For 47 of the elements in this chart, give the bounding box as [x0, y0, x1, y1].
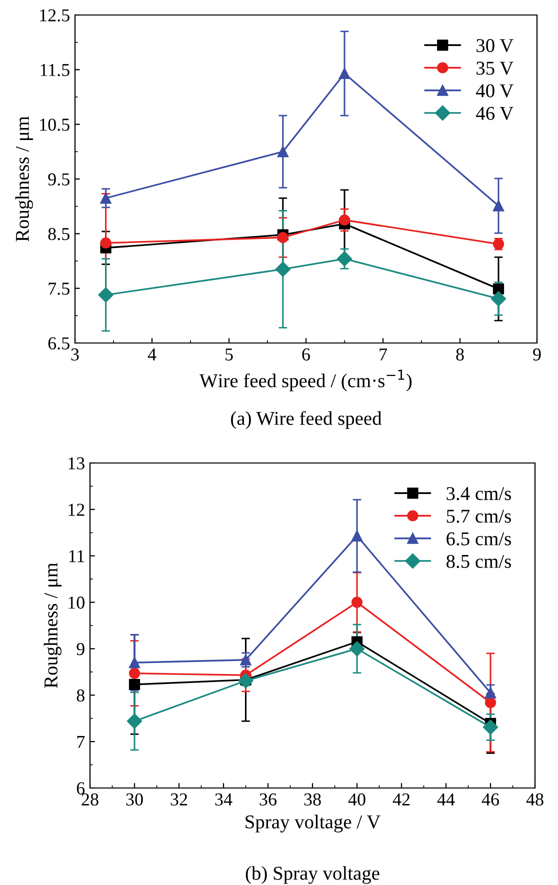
legend-label: 3.4 cm/s	[446, 487, 511, 500]
x-axis-title: Wire feed speed / (cm·s$^{−1}$)	[199, 370, 412, 392]
y-tick-label: 10.5	[40, 118, 70, 131]
x-tick-label: 3	[71, 348, 79, 361]
legend-label: 35 V	[476, 62, 514, 75]
x-tick-label: 5	[226, 348, 233, 361]
x-tick-label: 8	[456, 348, 464, 361]
y-tick-label: 7.5	[48, 282, 70, 295]
legend-label: 6.5 cm/s	[446, 532, 511, 546]
x-tick-label: 44	[437, 794, 455, 806]
legend-label: 46 V	[476, 106, 514, 120]
x-tick-label: 38	[304, 793, 321, 806]
y-tick-label: 12	[68, 504, 84, 516]
x-tick-label: 34	[215, 793, 232, 806]
y-tick-label: 11.5	[40, 64, 70, 76]
y-tick-label: 7	[77, 736, 85, 748]
legend-label: 40 V	[476, 84, 514, 98]
y-tick-label: 8.5	[48, 228, 70, 240]
x-tick-label: 30	[126, 793, 143, 806]
y-tick-label: 11	[69, 550, 84, 562]
x-tick-label: 48	[526, 793, 544, 806]
x-tick-label: 46	[482, 793, 499, 806]
x-tick-label: 7	[380, 348, 387, 360]
y-tick-label: 12.5	[40, 9, 70, 22]
x-axis-title: Spray voltage / V	[246, 814, 380, 832]
x-tick-label: 4	[148, 348, 156, 360]
x-tick-label: 6	[302, 348, 310, 361]
x-tick-label: 40	[348, 793, 366, 806]
text: (b) Spray voltage	[246, 866, 380, 884]
y-tick-label: 8	[76, 689, 84, 702]
text: (a) Wire feed speed	[231, 411, 382, 429]
y-tick-label: 10	[68, 596, 84, 609]
y-tick-label: 6	[76, 782, 85, 794]
y-tick-label: 6.5	[48, 337, 70, 350]
x-tick-label: 32	[170, 793, 188, 806]
x-tick-label: 42	[392, 793, 410, 806]
x-tick-label: 9	[533, 348, 541, 361]
y-tick-label: 13	[68, 457, 84, 470]
x-tick-label: 28	[82, 793, 98, 806]
y-tick-label: 9.5	[48, 173, 70, 186]
x-tick-label: 36	[260, 793, 276, 806]
legend-label: 30 V	[476, 39, 514, 52]
legend-label: 8.5 cm/s	[446, 554, 511, 568]
y-axis-title: Roughness / μm	[15, 116, 33, 242]
y-axis-title: Roughness / μm	[44, 562, 62, 688]
legend-label: 5.7 cm/s	[446, 510, 511, 523]
y-tick-label: 9	[76, 643, 84, 656]
